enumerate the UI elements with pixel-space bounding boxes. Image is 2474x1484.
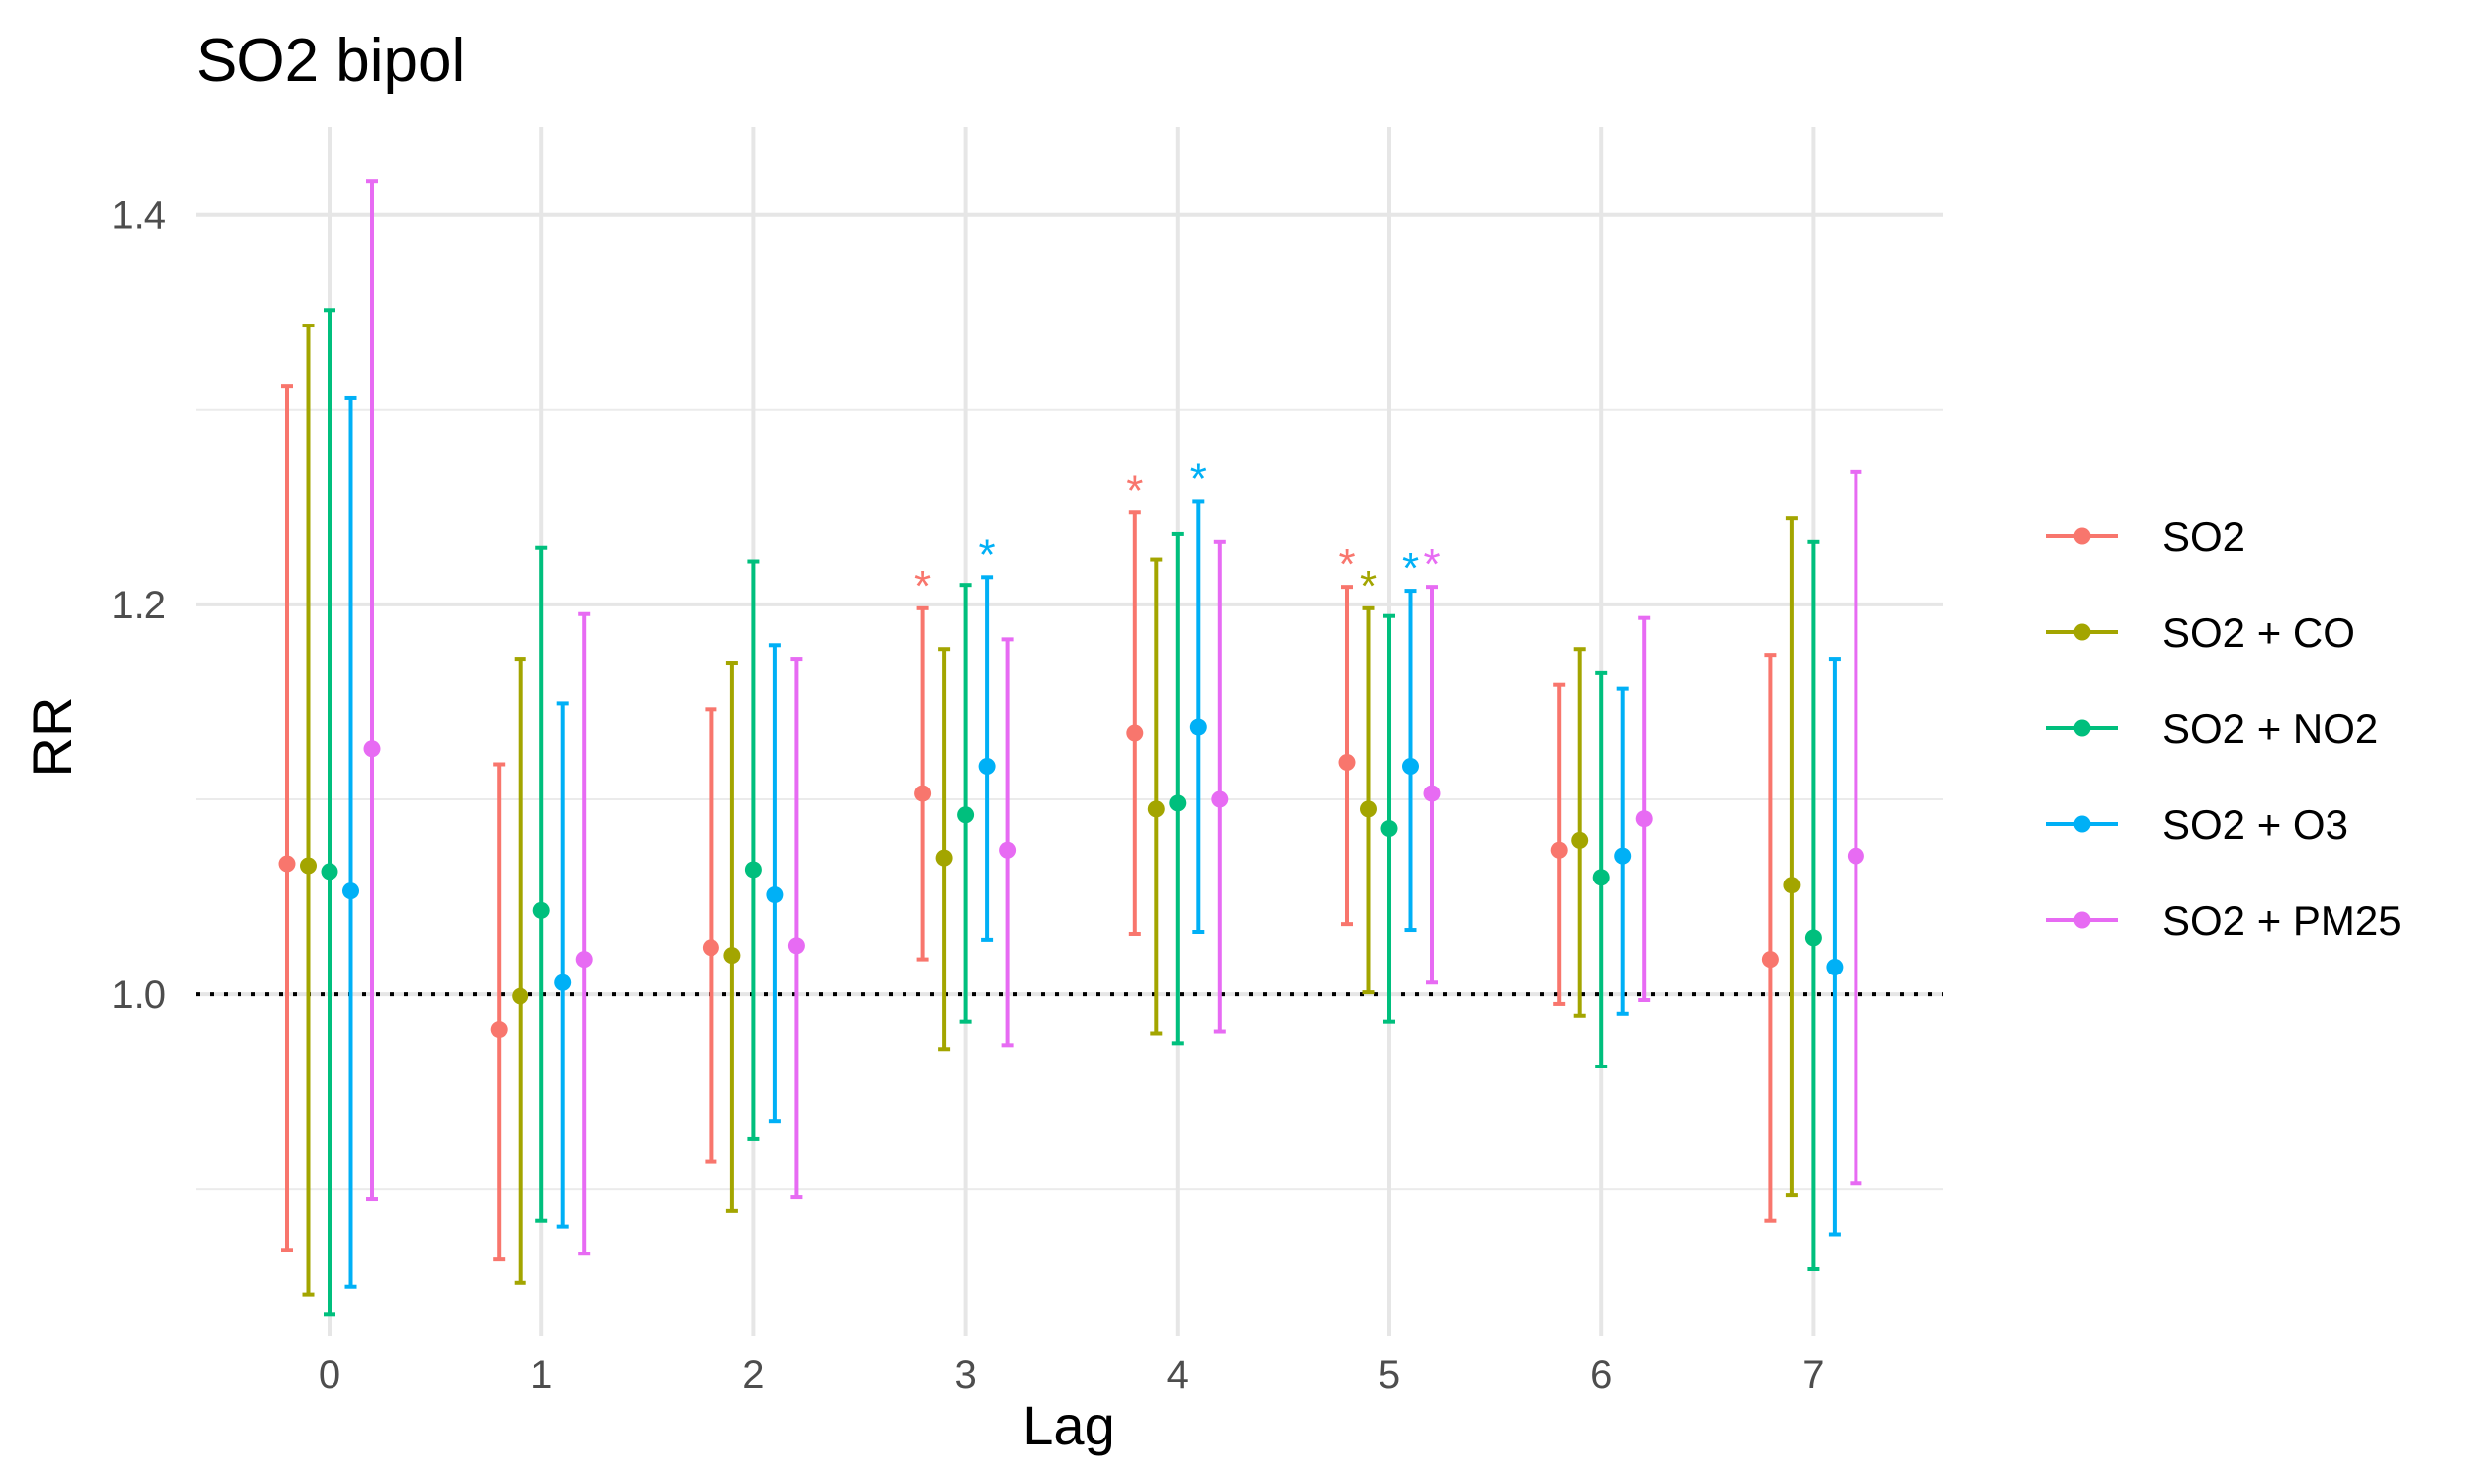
significance-label: * xyxy=(979,530,996,579)
data-point xyxy=(554,974,572,991)
data-point xyxy=(1804,929,1822,947)
data-point xyxy=(363,740,381,758)
data-point xyxy=(532,901,550,919)
data-point xyxy=(1147,800,1165,818)
legend-item: SO2 + PM25 xyxy=(2046,897,2402,944)
data-point xyxy=(744,861,762,879)
data-point xyxy=(766,886,784,904)
x-axis-title: Lag xyxy=(1022,1394,1114,1456)
significance-label: * xyxy=(1338,540,1355,589)
legend-item: SO2 + O3 xyxy=(2046,801,2348,848)
data-point xyxy=(978,757,996,775)
data-point xyxy=(1169,794,1187,812)
data-point xyxy=(702,939,719,957)
data-point xyxy=(1550,841,1568,859)
tick-layer: 1.0 1.2 1.4 0 1 2 3 4 5 6 7 xyxy=(111,194,1824,1397)
marks-layer: *** **** * xyxy=(278,179,1864,1317)
grid-layer xyxy=(196,127,1943,1336)
data-point xyxy=(957,806,975,824)
data-point xyxy=(1571,831,1589,849)
legend-label: SO2 xyxy=(2162,513,2245,560)
data-point xyxy=(1592,869,1610,886)
data-point xyxy=(1338,754,1356,772)
data-point xyxy=(787,937,805,955)
x-tick-label: 4 xyxy=(1167,1353,1189,1397)
data-point xyxy=(723,947,741,965)
significance-label: * xyxy=(1190,454,1207,503)
data-point xyxy=(300,857,317,875)
x-tick-label: 2 xyxy=(742,1353,764,1397)
data-point xyxy=(935,849,953,867)
x-tick-label: 0 xyxy=(319,1353,340,1397)
y-axis-title: RR xyxy=(21,697,83,778)
data-point xyxy=(1635,810,1653,828)
x-tick-label: 5 xyxy=(1379,1353,1400,1397)
x-tick-label: 3 xyxy=(954,1353,976,1397)
data-point xyxy=(1423,785,1441,802)
chart-title: SO2 bipol xyxy=(196,27,465,95)
data-point xyxy=(490,1021,508,1039)
y-tick-label: 1.0 xyxy=(111,974,166,1017)
data-point xyxy=(1847,847,1864,865)
significance-label: * xyxy=(914,562,931,610)
data-point xyxy=(1402,757,1419,775)
data-point xyxy=(512,987,529,1005)
data-point xyxy=(1360,800,1377,818)
data-point xyxy=(1380,820,1398,838)
significance-label: * xyxy=(1423,540,1440,589)
data-point xyxy=(1826,958,1844,975)
legend-item: SO2 xyxy=(2046,513,2245,560)
legend-key-point xyxy=(2073,623,2091,641)
data-point xyxy=(1189,718,1207,736)
legend-key-point xyxy=(2073,527,2091,545)
legend-label: SO2 + CO xyxy=(2162,609,2355,656)
significance-label: * xyxy=(1360,562,1377,610)
series-group: * xyxy=(363,179,1864,1256)
legend-item: SO2 + NO2 xyxy=(2046,705,2378,752)
data-point xyxy=(1211,790,1229,808)
legend-key-point xyxy=(2073,815,2091,833)
data-point xyxy=(914,785,932,802)
x-tick-label: 1 xyxy=(530,1353,552,1397)
legend-item: SO2 + CO xyxy=(2046,609,2355,656)
y-tick-label: 1.4 xyxy=(111,194,166,237)
legend-label: SO2 + PM25 xyxy=(2162,897,2402,944)
data-point xyxy=(1761,951,1779,969)
data-point xyxy=(1126,724,1144,742)
series-group xyxy=(321,308,1822,1317)
data-point xyxy=(999,841,1017,859)
y-tick-label: 1.2 xyxy=(111,584,166,627)
data-point xyxy=(1614,847,1632,865)
series-group: *** xyxy=(342,395,1844,1289)
data-point xyxy=(575,951,593,969)
legend-label: SO2 + O3 xyxy=(2162,801,2348,848)
x-tick-label: 7 xyxy=(1802,1353,1824,1397)
data-point xyxy=(1783,877,1801,894)
significance-label: * xyxy=(1402,544,1419,593)
data-point xyxy=(321,863,338,881)
series-group: *** xyxy=(278,384,1779,1262)
legend: SO2 SO2 + CO SO2 + NO2 SO2 + O3 SO2 + PM25 xyxy=(2046,513,2402,944)
data-point xyxy=(342,882,359,900)
legend-key-point xyxy=(2073,911,2091,929)
x-tick-label: 6 xyxy=(1590,1353,1612,1397)
data-point xyxy=(278,855,296,873)
series-group: * xyxy=(300,324,1801,1297)
significance-label: * xyxy=(1126,466,1143,514)
legend-label: SO2 + NO2 xyxy=(2162,705,2378,752)
legend-key-point xyxy=(2073,719,2091,737)
